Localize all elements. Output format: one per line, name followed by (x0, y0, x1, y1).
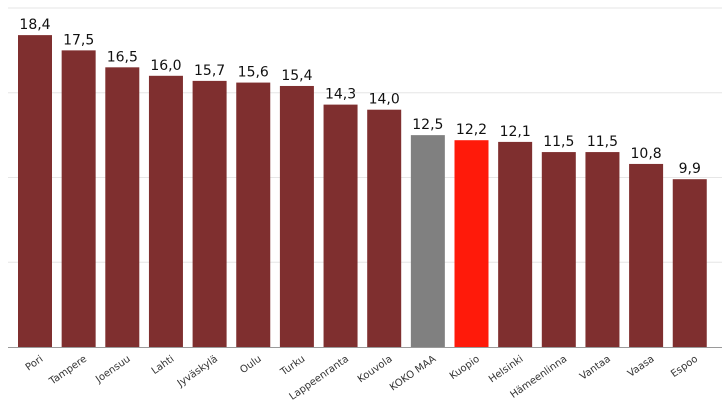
bar (323, 104, 358, 348)
bar (410, 135, 445, 347)
tick-label: Pori (24, 354, 46, 374)
data-label: 11,5 (543, 134, 574, 150)
data-label: 12,2 (456, 122, 487, 138)
bar (148, 75, 183, 348)
bar (672, 179, 707, 347)
bar (454, 140, 489, 347)
bar (61, 50, 96, 347)
bar (279, 85, 314, 347)
data-label: 11,5 (587, 134, 618, 150)
data-label: 12,5 (412, 117, 443, 133)
tick-label: Turku (278, 354, 307, 379)
bar (105, 67, 140, 347)
tick-label: Helsinki (487, 354, 526, 386)
data-label: 14,3 (325, 87, 356, 103)
data-label: 15,6 (238, 65, 269, 81)
tick-label: Oulu (238, 354, 263, 376)
value-labels: 18,4 17,5 16,5 16,0 15,7 15,6 15,4 14,3 14,0 12,5… (19, 17, 700, 177)
data-label: 15,7 (194, 63, 225, 79)
data-label: 16,0 (150, 58, 181, 74)
bar (18, 35, 52, 348)
tick-label: Lahti (150, 354, 177, 377)
bar (236, 82, 271, 347)
tick-label: Kouvola (356, 354, 395, 386)
data-label: 18,4 (19, 17, 50, 33)
data-label: 14,0 (369, 92, 400, 108)
category-labels: Pori Tampere Joensuu Lahti Jyväskylä Oulu Turk… (24, 354, 700, 403)
data-label: 15,4 (281, 68, 312, 84)
data-label: 10,8 (631, 146, 662, 162)
bar (498, 141, 533, 347)
tick-label: Vaasa (626, 354, 657, 380)
bar (629, 163, 664, 347)
tick-label: Kuopio (448, 354, 482, 382)
bars (18, 35, 707, 348)
data-label: 9,9 (679, 161, 701, 177)
data-label: 17,5 (63, 32, 94, 48)
tick-label: Jyväskylä (175, 354, 220, 390)
bar (367, 109, 402, 347)
bar (192, 80, 227, 347)
tick-label: Espoo (669, 354, 700, 380)
tick-label: KOKO MAA (388, 354, 438, 394)
data-label: 12,1 (500, 124, 531, 140)
tick-label: Vantaa (578, 354, 613, 383)
tick-label: Tampere (47, 354, 89, 388)
data-label: 16,5 (107, 49, 138, 65)
bar (541, 152, 576, 347)
tick-label: Joensuu (93, 354, 132, 386)
bar (585, 152, 620, 347)
